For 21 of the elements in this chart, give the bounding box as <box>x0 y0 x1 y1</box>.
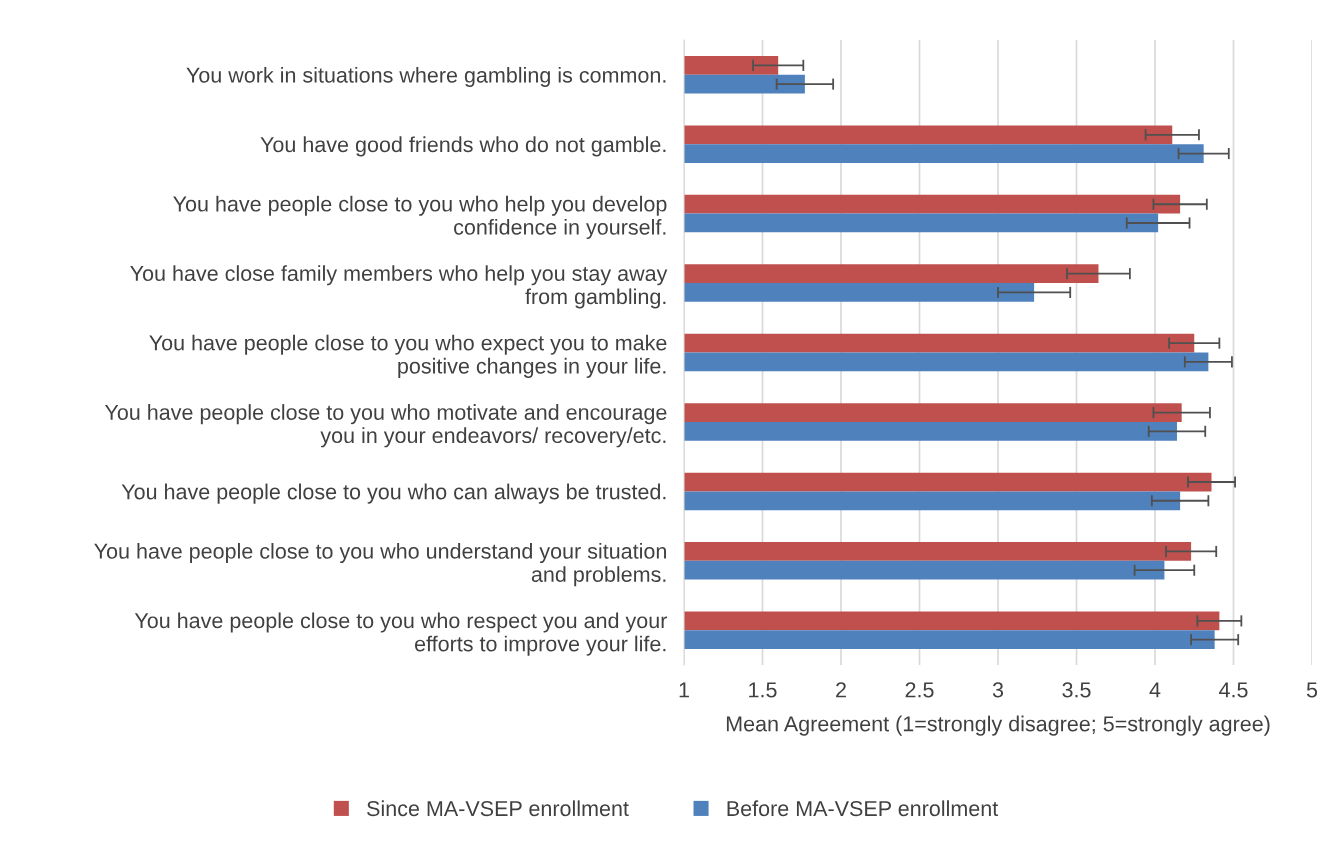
y-tick-label: You have people close to you who understand your situation and problems. <box>94 543 666 587</box>
x-tick-label: 4.5 <box>1219 682 1248 698</box>
x-tick-label: 2.5 <box>905 682 934 698</box>
y-tick-label: You have good friends who do not gamble. <box>260 136 666 157</box>
x-tick-label: 1.5 <box>749 682 777 698</box>
legend-label: Before MA-VSEP enrollment <box>727 800 999 817</box>
x-tick-label: 1 <box>679 682 689 698</box>
x-tick-label: 3.5 <box>1062 682 1091 698</box>
y-tick-label: You have close family members who help you stay away from gambling. <box>130 265 668 309</box>
y-tick-label: You work in situations where gambling is common. <box>186 66 666 87</box>
y-tick-label: You have people close to you who can always be trusted. <box>121 483 666 504</box>
x-tick-label: 3 <box>992 682 1004 698</box>
y-tick-label: You have people close to you who respect you and your efforts to improve your life. <box>134 612 668 656</box>
x-axis-title: Mean Agreement (1=strongly disagree; 5=strongly agree) <box>726 715 1270 736</box>
x-tick-label: 2 <box>836 682 846 698</box>
x-tick-label: 4 <box>1149 682 1161 698</box>
y-tick-label: You have people close to you who motivate and encourage you in your endeavors/ recovery/etc. <box>104 404 667 448</box>
y-tick-label: You have people close to you who help you develop confidence in yourself. <box>173 195 667 240</box>
y-tick-label: You have people close to you who expect you to make positive changes in your life. <box>149 334 667 378</box>
legend-label: Since MA-VSEP enrollment <box>367 800 629 817</box>
x-tick-label: 5 <box>1306 682 1318 698</box>
